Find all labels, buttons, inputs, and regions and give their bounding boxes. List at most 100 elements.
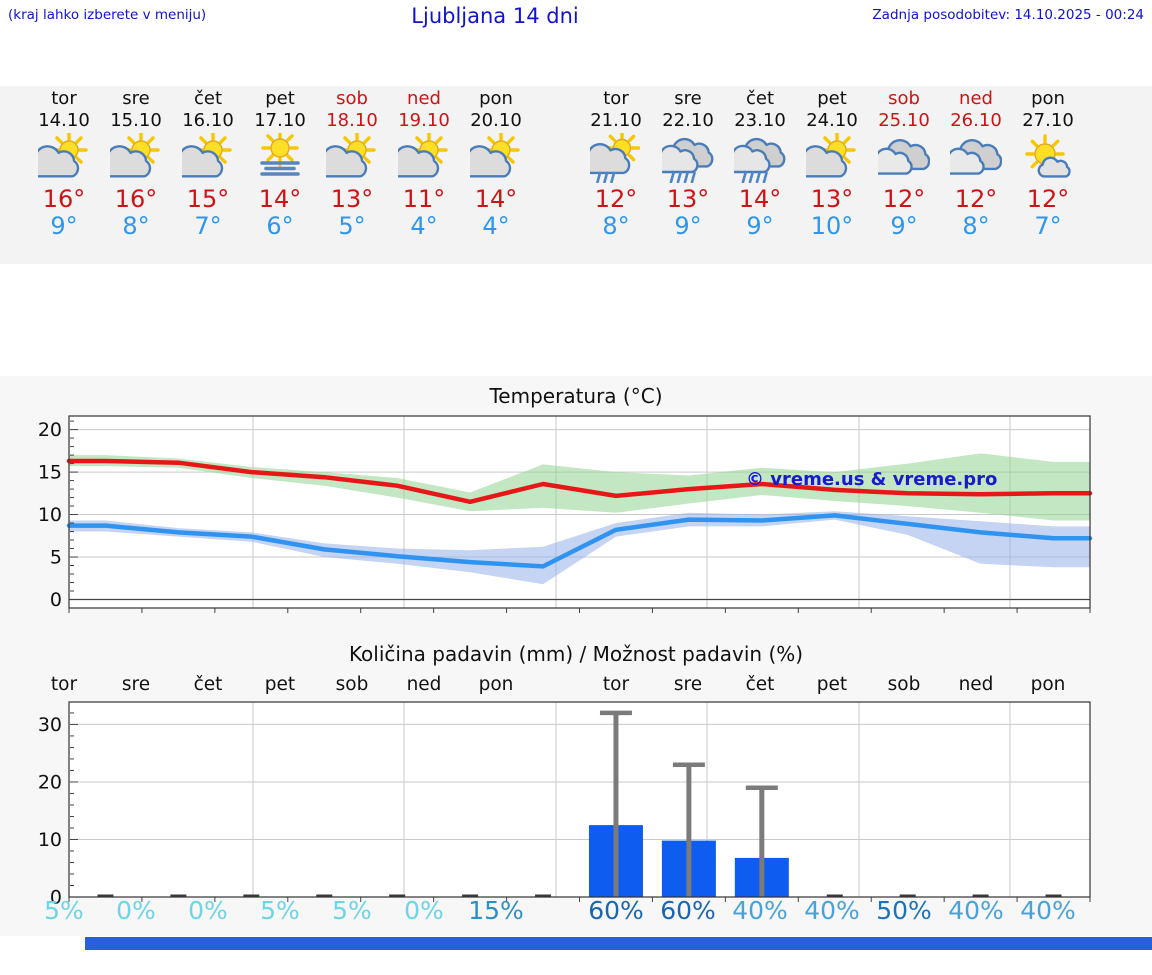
day-high-temp: 16° <box>42 185 86 213</box>
min-temp-line <box>66 513 1093 569</box>
precip-probability: 60% <box>660 896 716 925</box>
day-high-temp: 11° <box>402 185 446 213</box>
day-low-temp: 4° <box>410 212 438 240</box>
temperature-chart-title: Temperatura (°C) <box>489 384 663 408</box>
day-low-temp: 7° <box>1034 212 1062 240</box>
day-date: 15.10 <box>110 110 162 131</box>
svg-text:5: 5 <box>50 547 62 569</box>
day-column: ned 19.10 11° 4° <box>372 88 476 240</box>
precip-day-label: čet <box>193 674 223 695</box>
day-high-temp: 12° <box>882 185 926 213</box>
day-high-temp: 15° <box>186 185 230 213</box>
svg-text:20: 20 <box>38 772 62 794</box>
day-name: pet <box>265 88 295 109</box>
day-date: 21.10 <box>590 110 642 131</box>
sun-small-cloud-icon <box>996 133 1100 185</box>
precip-bar-zero <box>243 894 260 897</box>
day-name: pon <box>479 88 513 109</box>
svg-text:20: 20 <box>38 419 62 441</box>
day-low-temp: 10° <box>810 212 854 240</box>
day-column: tor 14.10 16° 9° <box>12 88 116 240</box>
day-date: 26.10 <box>950 110 1002 131</box>
clouds-icon <box>852 133 956 185</box>
max-temp-line <box>66 458 1093 505</box>
precip-bar-zero <box>316 894 333 897</box>
day-name: čet <box>745 88 775 109</box>
day-column: sob 25.10 12° 9° <box>852 88 956 240</box>
temperature-chart-svg: 0 5 10 15 20 <box>38 415 1093 613</box>
precip-day-label: sob <box>887 674 921 695</box>
precip-probability: 60% <box>588 896 644 925</box>
day-column: pon 20.10 14° 4° <box>444 88 548 240</box>
precip-probability: 5% <box>332 896 372 925</box>
precip-day-label: pet <box>816 674 848 695</box>
sun-cloud-icon <box>156 131 260 185</box>
day-name: pet <box>817 88 847 109</box>
day-column: pet 17.10 14° 6° <box>228 88 332 240</box>
day-date: 18.10 <box>326 110 378 131</box>
precip-bar-zero <box>97 894 114 897</box>
precip-bar-zero <box>972 894 989 897</box>
day-column: ned 26.10 12° 8° <box>924 88 1028 240</box>
precip-probability: 5% <box>44 896 84 925</box>
day-low-temp: 5° <box>338 212 366 240</box>
day-date: 23.10 <box>734 110 786 131</box>
bottom-divider <box>85 937 1152 950</box>
day-date: 24.10 <box>806 110 858 131</box>
sun-cloud-icon <box>444 131 548 185</box>
precip-probability-row: 5% 0% 0% 5% 5% 0% 15% 60% 60% 40% 40% 50% 40% 40% <box>0 896 1152 932</box>
day-name: ned <box>407 88 441 109</box>
chart-watermark: © vreme.us & vreme.pro <box>746 469 998 490</box>
day-high-temp: 13° <box>330 185 374 213</box>
day-high-temp: 12° <box>594 185 638 213</box>
sun-cloud-icon <box>12 131 116 185</box>
day-low-temp: 6° <box>266 212 294 240</box>
precip-probability: 40% <box>1020 896 1076 925</box>
precip-day-label: ned <box>958 674 994 695</box>
sun-cloud-icon <box>780 131 884 185</box>
precip-day-label: sob <box>335 674 369 695</box>
day-date: 14.10 <box>38 110 90 131</box>
clouds-rain-icon <box>708 133 812 185</box>
day-column: pon 27.10 12° 7° <box>996 88 1100 240</box>
page-title: Ljubljana 14 dni <box>411 4 579 28</box>
location-hint: (kraj lahko izberete v meniju) <box>8 7 207 23</box>
precip-bar-zero <box>170 894 187 897</box>
precip-day-label: ned <box>406 674 442 695</box>
day-high-temp: 14° <box>474 185 518 213</box>
day-date: 19.10 <box>398 110 450 131</box>
day-name: sob <box>888 88 920 109</box>
day-name: sre <box>674 88 702 109</box>
precipitation-chart-svg: 0 10 20 30 <box>38 701 1091 904</box>
svg-text:15: 15 <box>38 462 62 484</box>
day-name: tor <box>603 88 629 109</box>
sun-cloud-icon <box>84 131 188 185</box>
last-updated: Zadnja posodobitev: 14.10.2025 - 00:24 <box>872 7 1144 23</box>
precip-bar-zero <box>462 894 479 897</box>
day-name: pon <box>1031 88 1065 109</box>
precip-probability: 40% <box>948 896 1004 925</box>
day-low-temp: 9° <box>746 212 774 240</box>
day-name: sre <box>122 88 150 109</box>
day-name: sob <box>336 88 368 109</box>
day-name: čet <box>193 88 223 109</box>
day-high-temp: 13° <box>810 185 854 213</box>
day-column: sob 18.10 13° 5° <box>300 88 404 240</box>
precip-probability: 40% <box>732 896 788 925</box>
day-low-temp: 9° <box>890 212 918 240</box>
day-low-temp: 8° <box>962 212 990 240</box>
day-name: ned <box>959 88 993 109</box>
precip-day-label: pon <box>1030 674 1066 695</box>
svg-text:10: 10 <box>38 504 62 526</box>
forecast-strip: tor 14.10 16° 9° sre 15.10 16° 8° čet 16.10 15° 7° p… <box>0 86 1152 264</box>
precipitation-chart-title: Količina padavin (mm) / Možnost padavin … <box>348 642 804 666</box>
precip-bar-zero <box>826 894 843 897</box>
day-low-temp: 8° <box>122 212 150 240</box>
precip-bar-zero <box>1045 894 1062 897</box>
max-temp-range-band <box>69 453 1090 521</box>
precip-bar-zero <box>535 894 552 897</box>
day-high-temp: 14° <box>258 185 302 213</box>
precip-day-label: sre <box>121 674 151 695</box>
day-low-temp: 7° <box>194 212 222 240</box>
clouds-icon <box>924 133 1028 185</box>
